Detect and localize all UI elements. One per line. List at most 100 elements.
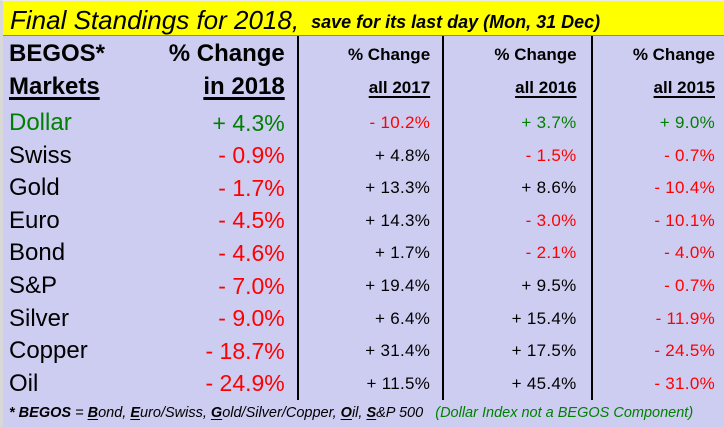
table-row: Dollar + 4.3% - 10.2% + 3.7% + 9.0%: [3, 107, 724, 140]
change-2016-value-cell: + 15.4%: [442, 302, 590, 335]
market-label: Silver: [9, 304, 70, 332]
change-2016-value-cell: + 9.5%: [442, 269, 590, 303]
market-label: Dollar: [9, 109, 72, 137]
market-2018-cell: Dollar + 4.3%: [3, 107, 297, 140]
change-2015-value: - 11.9%: [655, 308, 715, 328]
change-2015-value-cell: - 4.0%: [590, 237, 724, 270]
market-label: S&P: [9, 272, 58, 299]
change-2017-value-cell: + 1.7%: [296, 237, 442, 270]
market-2018-cell: Oil - 24.9%: [3, 367, 297, 400]
change-2017-value: + 31.4%: [365, 341, 431, 361]
change-2015-value: - 24.5%: [654, 341, 715, 361]
change-2015-value-cell: - 0.7%: [590, 269, 724, 303]
market-2018-cell: Euro - 4.5%: [3, 205, 297, 238]
footnote-segment: BEGOS: [18, 405, 72, 422]
footnote-segment: (Dollar Index not a BEGOS Component): [435, 405, 694, 422]
change-2015-value: - 0.7%: [664, 276, 715, 295]
header-change-2015: % Change all 2015: [590, 36, 724, 107]
header-2016-line1: % Change: [494, 45, 577, 64]
change-2016-value: + 3.7%: [521, 113, 577, 133]
change-2017-value: + 14.3%: [365, 210, 431, 230]
header-2017-line1: % Change: [347, 45, 431, 64]
footnote-segment: il,: [351, 405, 367, 422]
footnote-segment: O: [340, 405, 352, 422]
table-row: Silver - 9.0% + 6.4% + 15.4% - 11.9%: [3, 302, 724, 335]
footnote-segment: ond,: [98, 405, 131, 422]
change-2017-value-cell: + 31.4%: [296, 334, 442, 368]
market-label: Gold: [9, 174, 60, 202]
market-2018-cell: Silver - 9.0%: [3, 302, 297, 335]
market-2018-cell: Gold - 1.7%: [3, 172, 297, 205]
change-2016-value-cell: + 8.6%: [442, 172, 590, 205]
change-2016-value: + 17.5%: [511, 341, 577, 361]
change-2018-value: - 9.0%: [218, 305, 285, 332]
market-2018-cell: Bond - 4.6%: [3, 237, 297, 270]
change-2015-value-cell: - 24.5%: [590, 334, 724, 368]
header-change-2017: % Change all 2017: [296, 36, 442, 107]
footnote-segment: E: [130, 405, 140, 422]
table-header-row: BEGOS* Markets % Change in 2018 % Change…: [3, 36, 724, 107]
change-2015-value-cell: + 9.0%: [590, 107, 724, 140]
change-2016-value: - 1.5%: [525, 145, 577, 165]
footnote-segment: &P 500: [376, 405, 436, 422]
change-2016-value: + 45.4%: [511, 373, 577, 393]
change-2015-value-cell: - 10.1%: [590, 204, 724, 238]
change-2015-value-cell: - 11.9%: [590, 302, 724, 335]
header-change-2016: % Change all 2016: [442, 36, 590, 107]
header-2017-line2: all 2017: [368, 78, 431, 97]
market-label: Oil: [9, 369, 39, 397]
change-2017-value-cell: + 11.5%: [296, 367, 442, 400]
header-2016-line2: all 2016: [515, 78, 577, 97]
change-2015-value-cell: - 10.4%: [590, 172, 724, 205]
change-2016-value: + 9.5%: [521, 276, 577, 295]
change-2015-value-cell: - 0.7%: [590, 139, 724, 173]
change-2016-value: - 2.1%: [525, 243, 577, 263]
change-2017-value-cell: - 10.2%: [296, 107, 442, 140]
change-2017-value-cell: + 6.4%: [296, 302, 442, 335]
footnote-segment: old/Silver/Copper,: [222, 405, 341, 422]
change-2016-value-cell: - 2.1%: [442, 237, 590, 270]
title-bar: Final Standings for 2018, save for its l…: [3, 1, 724, 36]
footnote-segment: *: [9, 405, 19, 422]
market-label: Swiss: [9, 141, 72, 169]
change-2017-value: + 4.8%: [374, 145, 431, 165]
header-change-2018: % Change in 2018: [168, 40, 285, 100]
header-cell-markets-2018: BEGOS* Markets % Change in 2018: [3, 36, 297, 107]
change-2017-value: + 11.5%: [366, 373, 431, 393]
header-markets: BEGOS* Markets: [9, 40, 106, 100]
change-2017-value: + 1.7%: [374, 243, 431, 263]
header-begos-label: BEGOS*: [9, 40, 106, 67]
change-2015-value: - 31.0%: [654, 373, 715, 393]
table-row: S&P - 7.0% + 19.4% + 9.5% - 0.7%: [3, 269, 724, 303]
change-2018-value: - 1.7%: [218, 174, 285, 201]
table-row: Oil - 24.9% + 11.5% + 45.4% - 31.0%: [3, 367, 724, 400]
header-2018-line1: % Change: [168, 40, 285, 67]
page-title: Final Standings for 2018,: [10, 5, 300, 35]
change-2018-value: - 4.5%: [218, 207, 285, 234]
table-row: Bond - 4.6% + 1.7% - 2.1% - 4.0%: [3, 237, 724, 270]
change-2018-value: - 4.6%: [218, 239, 285, 266]
change-2016-value: + 8.6%: [521, 178, 577, 198]
footnote-segment: S: [366, 405, 377, 422]
market-label: Euro: [9, 206, 60, 234]
page-subtitle: save for its last day (Mon, 31 Dec): [311, 12, 601, 33]
table-row: Copper - 18.7% + 31.4% + 17.5% - 24.5%: [3, 334, 724, 368]
change-2016-value-cell: - 1.5%: [442, 139, 590, 173]
change-2017-value: + 13.3%: [365, 178, 431, 198]
change-2017-value-cell: + 13.3%: [296, 172, 442, 205]
change-2018-value: - 24.9%: [205, 370, 285, 397]
change-2015-value: - 0.7%: [664, 145, 715, 165]
change-2018-value: - 18.7%: [205, 337, 285, 364]
market-2018-cell: S&P - 7.0%: [3, 270, 297, 303]
change-2017-value-cell: + 14.3%: [296, 204, 442, 238]
change-2015-value: - 4.0%: [664, 243, 715, 263]
footnote-segment: B: [87, 405, 99, 422]
market-label: Bond: [9, 239, 66, 267]
change-2017-value: - 10.2%: [369, 113, 431, 133]
change-2018-value: - 0.9%: [218, 142, 285, 169]
change-2017-value: + 6.4%: [374, 308, 431, 328]
change-2016-value-cell: - 3.0%: [442, 204, 590, 238]
footnote-segment: G: [210, 405, 223, 422]
